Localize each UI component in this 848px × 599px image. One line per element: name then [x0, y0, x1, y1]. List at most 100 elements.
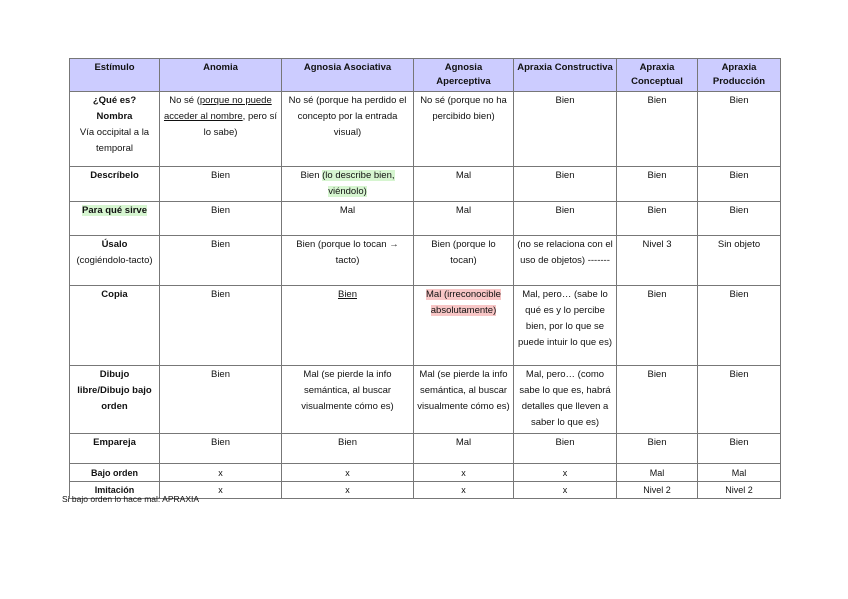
table-cell: Mal, pero… (como sabe lo que es, habrá d…	[513, 365, 617, 434]
table-cell: Mal	[413, 201, 514, 236]
cell-text: Bien (porque lo tocan → tacto)	[296, 239, 399, 266]
table-cell: Bien (lo describe bien, viéndolo)	[281, 166, 414, 202]
table-cell: Bien	[697, 201, 781, 236]
cell-text: Descríbelo	[90, 170, 139, 181]
cell-text: Mal, pero… (sabe lo qué es y lo percibe …	[517, 289, 612, 348]
cell-text: Mal	[455, 205, 472, 216]
table-cell: No sé (porque ha perdido el concepto por…	[281, 91, 414, 167]
table-cell: Nivel 2	[616, 481, 698, 499]
table-cell: Bien	[159, 365, 282, 434]
table-cell: Mal	[413, 433, 514, 464]
table-cell: Bien	[159, 235, 282, 286]
cell-text: Bien	[647, 205, 667, 216]
cell-text: x	[461, 485, 466, 495]
cell-text: Bien	[210, 289, 230, 300]
cell-text: x	[345, 467, 350, 478]
table-cell: Bien	[697, 433, 781, 464]
cell-text: Bien	[555, 95, 575, 106]
stimulus-cell: Copia	[69, 285, 160, 366]
cell-text: Bien	[729, 205, 749, 216]
cell-text: Bien	[300, 170, 323, 181]
table-cell: Bien	[616, 365, 698, 434]
cell-text: Bien	[210, 369, 230, 380]
table-cell: x	[513, 481, 617, 499]
table-cell: Mal	[616, 463, 698, 482]
column-header: Estímulo	[69, 58, 160, 92]
table-row: ¿Qué es? Nombra Vía occipital a la tempo…	[69, 91, 781, 167]
table-row: Para qué sirve Bien Mal Mal Bien Bien Bien	[69, 201, 781, 236]
table-cell: Bien	[616, 285, 698, 366]
column-header: Agnosia Asociativa	[281, 58, 414, 92]
table-cell: x	[413, 463, 514, 482]
table-cell: Bien	[159, 285, 282, 366]
column-header: Apraxia Producción	[697, 58, 781, 92]
table-cell: Sin objeto	[697, 235, 781, 286]
cell-text: Mal (irreconocible absolutamente)	[426, 289, 501, 316]
table-cell: x	[281, 463, 414, 482]
cell-text: Mal	[731, 467, 747, 478]
cell-text: , pero sí lo sabe)	[203, 111, 277, 138]
table-cell: Mal (se pierde la info semántica, al bus…	[413, 365, 514, 434]
table-cell: Bien	[281, 285, 414, 366]
cell-text: Bien	[729, 289, 749, 300]
stimulus-cell: ¿Qué es? Nombra Vía occipital a la tempo…	[69, 91, 160, 167]
table-cell: Bien (porque lo tocan)	[413, 235, 514, 286]
cell-text: Mal (se pierde la info semántica, al bus…	[301, 369, 394, 412]
footer-note: Si bajo orden lo hace mal: APRAXIA	[62, 494, 200, 504]
table-cell: Bien	[513, 433, 617, 464]
table-row: Dibujo libre/Dibujo bajo orden Bien Mal (s…	[69, 365, 781, 434]
table-row: Bajo orden x x x x Mal Mal	[69, 463, 781, 482]
column-header: Apraxia Conceptual	[616, 58, 698, 92]
table-cell: Mal	[413, 166, 514, 202]
table-cell: No sé (porque no puede acceder al nombre…	[159, 91, 282, 167]
table-cell: (no se relaciona con el uso de objetos) …	[513, 235, 617, 286]
cell-text: x	[218, 485, 223, 495]
cell-text: No sé (porque no ha percibido bien)	[420, 95, 507, 122]
table-cell: Mal (se pierde la info semántica, al bus…	[281, 365, 414, 434]
cell-text: (no se relaciona con el uso de objetos) …	[517, 239, 613, 266]
cell-text: Bien	[210, 170, 230, 181]
table-cell: x	[513, 463, 617, 482]
table-cell: x	[159, 481, 282, 499]
cell-text: Mal	[455, 170, 472, 181]
table-cell: x	[159, 463, 282, 482]
header-row: Estímulo Anomia Agnosia Asociativa Agnosia …	[69, 58, 781, 92]
table-row: Descríbelo Bien Bien (lo describe bien, vi…	[69, 166, 781, 202]
stimulus-cell: Bajo orden	[69, 463, 160, 482]
stimulus-cell: Empareja	[69, 433, 160, 464]
cell-text: Dibujo libre/Dibujo bajo orden	[77, 369, 152, 412]
table-cell: x	[281, 481, 414, 499]
cell-text: x	[345, 485, 350, 495]
cell-text: Mal	[339, 205, 356, 216]
cell-text: Bien	[555, 205, 575, 216]
cell-text: x	[562, 485, 568, 495]
cell-text: x	[461, 467, 466, 478]
table-cell: Bien	[159, 433, 282, 464]
table-cell: Mal	[697, 463, 781, 482]
cell-text: Bien (porque lo tocan)	[431, 239, 496, 266]
cell-text: No sé (porque ha perdido el concepto por…	[288, 95, 407, 138]
table-cell: Nivel 3	[616, 235, 698, 286]
stimulus-cell: Descríbelo	[69, 166, 160, 202]
cell-text: No sé (	[169, 95, 200, 106]
cell-text: Bajo orden	[90, 467, 138, 478]
table-cell: Bien (porque lo tocan → tacto)	[281, 235, 414, 286]
table-cell: Bien	[513, 91, 617, 167]
cell-text: Bien	[337, 289, 357, 300]
table-cell: No sé (porque no ha percibido bien)	[413, 91, 514, 167]
cell-text: Mal, pero… (como sabe lo que es, habrá d…	[519, 369, 611, 428]
cell-text: Copia	[101, 289, 128, 300]
cell-text: (cogiéndolo-tacto)	[76, 255, 153, 266]
table-cell: Bien	[616, 433, 698, 464]
table-row: Copia Bien Bien Mal (irreconocible absoluta…	[69, 285, 781, 366]
cell-text: Bien	[647, 170, 667, 181]
cell-text: Bien	[729, 95, 749, 106]
cell-text: Imitación	[94, 485, 135, 495]
cell-text: Empareja	[93, 437, 136, 448]
cell-text: x	[562, 467, 568, 478]
table-cell: Mal (irreconocible absolutamente)	[413, 285, 514, 366]
cell-text: Vía occipital a la temporal	[79, 127, 150, 154]
cell-text: (lo describe bien, viéndolo)	[322, 170, 395, 197]
cell-text: Bien	[210, 437, 230, 448]
table-row: Úsalo (cogiéndolo-tacto) Bien Bien (porque…	[69, 235, 781, 286]
